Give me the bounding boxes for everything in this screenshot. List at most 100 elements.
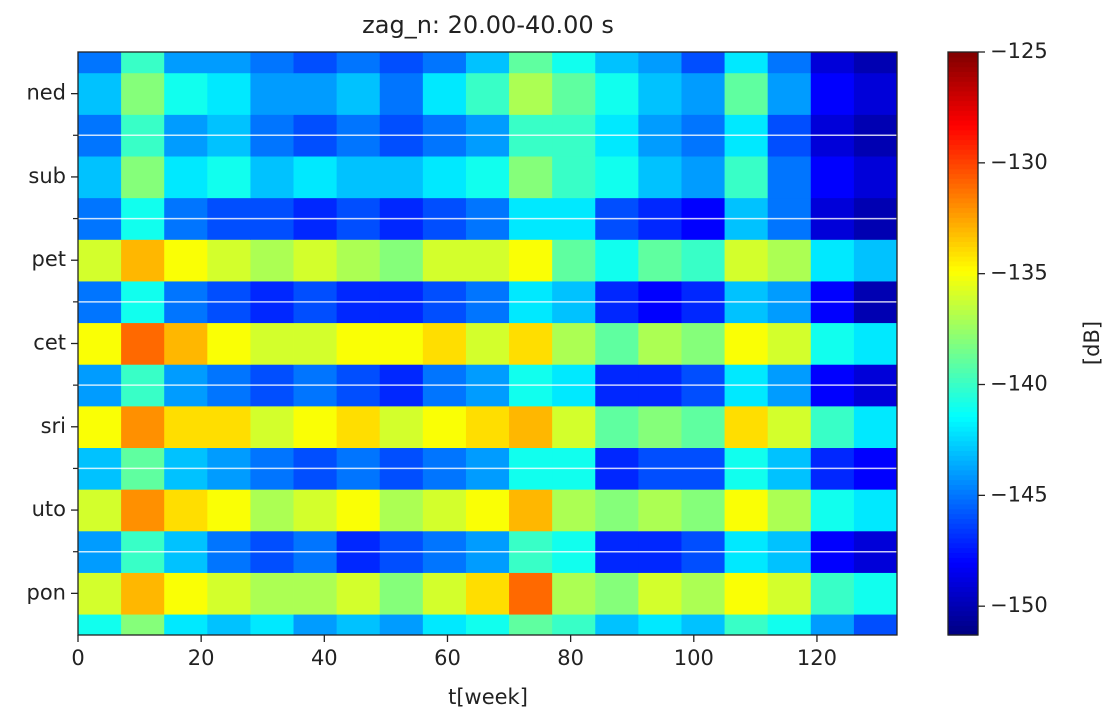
heatmap-cell — [509, 52, 553, 74]
colorbar-segment — [948, 226, 978, 233]
heatmap-cell — [552, 52, 596, 74]
y-tick-label: sri — [41, 414, 66, 438]
heatmap-cell — [336, 322, 381, 365]
heatmap-cell — [207, 489, 251, 532]
colorbar-segment — [948, 508, 978, 515]
colorbar-segment — [948, 484, 978, 490]
heatmap-cell — [207, 614, 251, 636]
heatmap-cell — [207, 52, 251, 74]
colorbar-segment — [948, 586, 978, 592]
colorbar-segment — [948, 489, 978, 495]
colorbar-segment — [948, 212, 978, 218]
colorbar-tick-label: −140 — [990, 372, 1048, 396]
heatmap-cell — [681, 322, 725, 365]
colorbar-segment — [948, 528, 978, 534]
colorbar-tick-label: −145 — [990, 482, 1048, 506]
colorbar-segment — [948, 188, 978, 194]
heatmap-cell — [509, 489, 553, 532]
x-tick-label: 100 — [674, 646, 714, 670]
y-tick-label: uto — [32, 497, 66, 521]
colorbar-segment — [948, 333, 978, 340]
heatmap-cell — [293, 52, 338, 74]
heatmap-cell — [293, 156, 338, 199]
colorbar-segment — [948, 314, 978, 320]
heatmap-cell — [595, 239, 639, 282]
colorbar-segment — [948, 129, 978, 136]
colorbar-segment — [948, 547, 978, 554]
heatmap-cell — [595, 52, 639, 74]
colorbar-segment — [948, 76, 978, 82]
heatmap-cell — [207, 572, 251, 615]
heatmap-cell — [207, 156, 251, 199]
heatmap-cell — [164, 322, 208, 365]
heatmap-cell — [164, 239, 208, 282]
heatmap-cell — [293, 614, 338, 636]
heatmap-cell — [853, 156, 898, 199]
heatmap-cell — [336, 52, 381, 74]
heatmap-cell — [293, 322, 338, 365]
heatmap-cell — [250, 405, 294, 449]
colorbar-segment — [948, 630, 978, 636]
heatmap-cell — [767, 52, 812, 74]
heatmap-cell — [379, 405, 424, 449]
heatmap-cell — [853, 239, 898, 282]
heatmap-cell — [509, 239, 553, 282]
heatmap-cell — [465, 72, 510, 115]
heatmap-cell — [853, 614, 898, 636]
colorbar-segment — [948, 192, 978, 199]
colorbar-segment — [948, 197, 978, 204]
heatmap-cell — [767, 156, 812, 199]
heatmap-cell — [853, 572, 898, 615]
heatmap-cell — [681, 72, 725, 115]
colorbar-segment — [948, 275, 978, 281]
colorbar-segment — [948, 440, 978, 447]
heatmap-cell — [465, 322, 510, 365]
heatmap-cell — [509, 322, 553, 365]
colorbar-segment — [948, 392, 978, 398]
colorbar-segment — [948, 513, 978, 519]
x-tick-label: 40 — [311, 646, 338, 670]
colorbar-segment — [948, 615, 978, 622]
colorbar-segment — [948, 620, 978, 626]
colorbar-segment — [948, 445, 978, 451]
heatmap-cell — [422, 156, 467, 199]
colorbar-segment — [948, 183, 978, 189]
colorbar-segment — [948, 304, 978, 311]
heatmap-cell — [250, 239, 294, 282]
colorbar-segment — [948, 231, 978, 238]
colorbar-segment — [948, 479, 978, 485]
colorbar-tick-label: −130 — [990, 150, 1048, 174]
heatmap-cell — [552, 239, 596, 282]
colorbar-segment — [948, 217, 978, 223]
colorbar-segment — [948, 421, 978, 427]
heatmap-cell — [552, 614, 596, 636]
colorbar-segment — [948, 542, 978, 549]
heatmap-cell — [336, 572, 381, 615]
colorbar-segment — [948, 236, 978, 243]
colorbar-segment — [948, 110, 978, 116]
heatmap-cell — [810, 572, 855, 615]
heatmap-cell — [207, 72, 251, 115]
colorbar-segment — [948, 396, 978, 403]
heatmap-cell — [595, 614, 639, 636]
heatmap-cell — [336, 156, 381, 199]
heatmap-cell — [250, 52, 294, 74]
heatmap-cell — [336, 72, 381, 115]
colorbar-segment — [948, 353, 978, 359]
heatmap-cell — [509, 405, 553, 449]
heatmap-cells — [78, 52, 898, 636]
heatmap-cell — [78, 614, 122, 636]
heatmap-cell — [724, 405, 769, 449]
heatmap-cell — [767, 239, 812, 282]
heatmap-cell — [724, 489, 769, 532]
heatmap-cell — [595, 156, 639, 199]
heatmap-cell — [379, 52, 424, 74]
heatmap-cell — [853, 322, 898, 365]
colorbar-segment — [948, 416, 978, 422]
heatmap-cell — [724, 72, 769, 115]
heatmap-cell — [552, 405, 596, 449]
heatmap-cell — [422, 614, 467, 636]
heatmap-cell — [293, 572, 338, 615]
heatmap-cell — [465, 52, 510, 74]
heatmap-cell — [336, 239, 381, 282]
